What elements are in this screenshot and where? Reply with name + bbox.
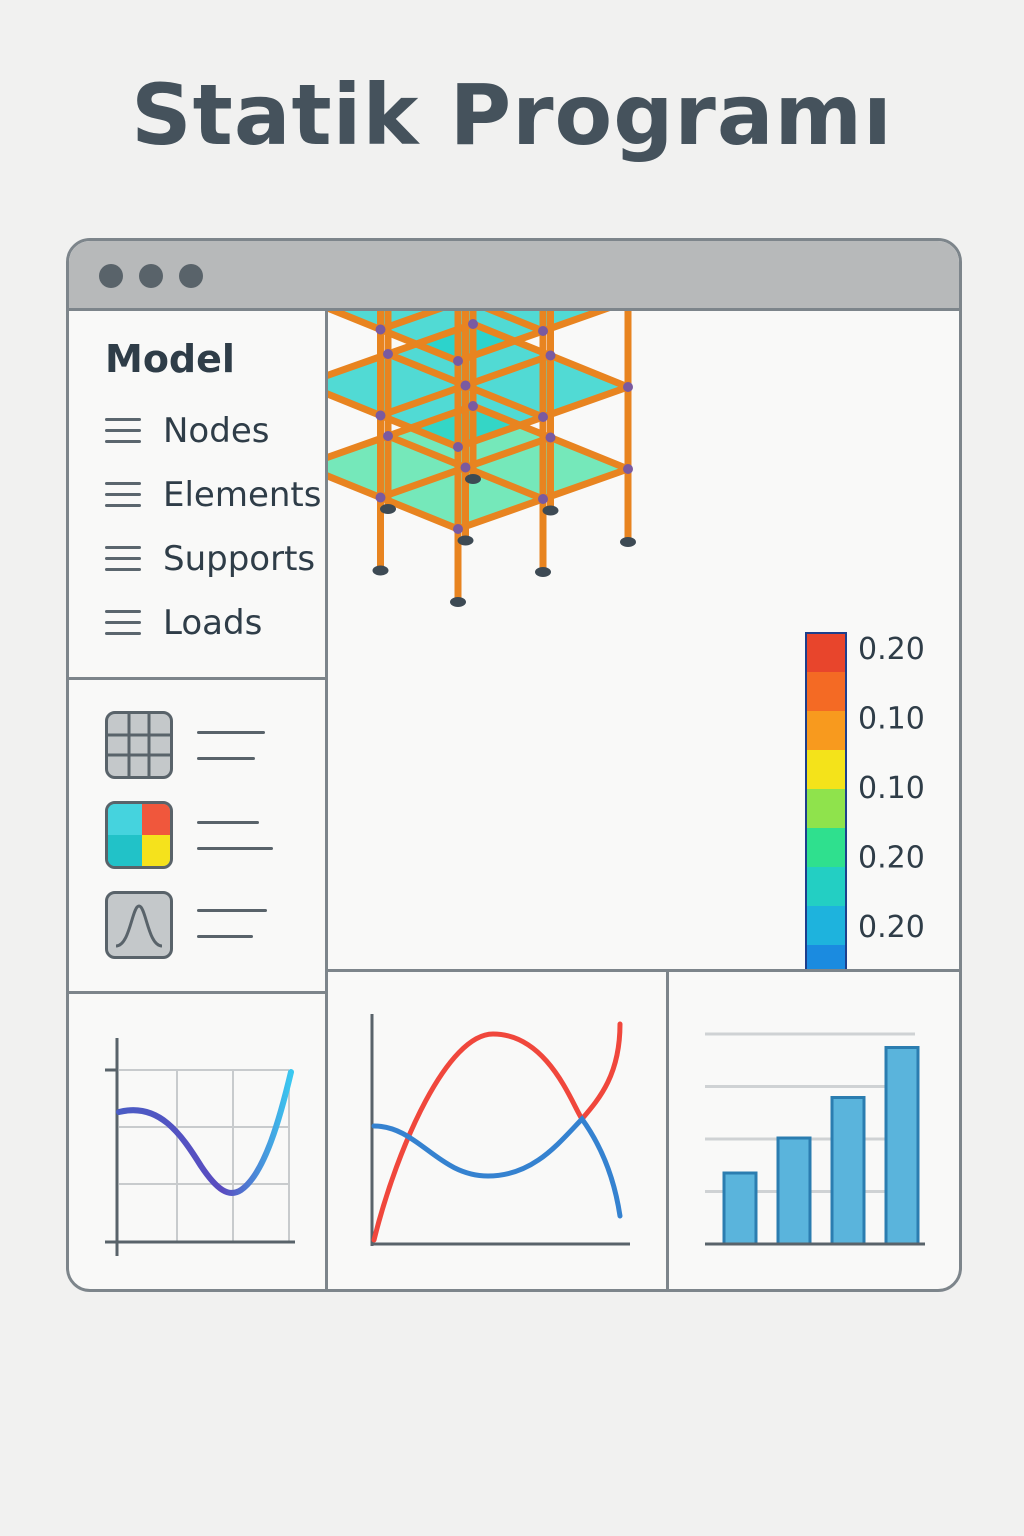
node-point xyxy=(545,432,556,443)
support-base xyxy=(380,504,396,514)
mini-two-line-chart xyxy=(370,1014,630,1246)
node-point xyxy=(375,410,386,421)
bar xyxy=(884,1046,920,1246)
legend-color-band xyxy=(806,945,846,969)
tool-color-map[interactable] xyxy=(105,801,285,873)
legend-color-band xyxy=(806,906,846,946)
support-base xyxy=(535,567,551,577)
sidebar-item-loads[interactable]: Loads xyxy=(105,601,262,645)
node-point xyxy=(538,326,548,336)
node-point xyxy=(383,431,393,441)
distribution-curve-icon xyxy=(105,891,173,959)
legend-label: 0.20 xyxy=(858,910,925,945)
support-base xyxy=(465,474,481,484)
window-maximize-dot[interactable] xyxy=(179,264,203,288)
window-minimize-dot[interactable] xyxy=(139,264,163,288)
node-point xyxy=(453,442,463,452)
grid-icon xyxy=(105,711,173,779)
node-point xyxy=(538,494,548,504)
structure-3d-viewport[interactable]: 0.200.100.100.200.200.20 xyxy=(328,311,959,969)
list-icon xyxy=(105,610,141,636)
legend-label: 0.10 xyxy=(858,771,925,806)
sidebar-item-nodes[interactable]: Nodes xyxy=(105,409,269,453)
legend-frame xyxy=(805,632,847,969)
legend-color-band xyxy=(806,789,846,829)
color-map-icon xyxy=(105,801,173,869)
support-base xyxy=(450,597,466,607)
tool-label-placeholder xyxy=(197,909,267,912)
node-point xyxy=(538,412,548,422)
node-point xyxy=(460,462,471,473)
support-base xyxy=(372,565,389,576)
legend-color-band xyxy=(806,750,846,790)
tool-label-placeholder xyxy=(197,935,253,938)
sidebar-divider xyxy=(325,311,328,1289)
frame-member xyxy=(377,311,444,333)
bar xyxy=(830,1096,866,1246)
node-point xyxy=(460,380,471,391)
support-base xyxy=(457,535,474,546)
node-point xyxy=(453,356,463,366)
node-point xyxy=(623,464,633,474)
mini-curve-chart xyxy=(105,1038,295,1256)
sidebar-item-label: Elements xyxy=(163,475,322,515)
sidebar-item-supports[interactable]: Supports xyxy=(105,537,315,581)
window-close-dot[interactable] xyxy=(99,264,123,288)
app-window: Model Nodes Elements Supports Loads xyxy=(66,238,962,1292)
tools-panel-divider xyxy=(69,991,325,994)
bar xyxy=(722,1171,758,1246)
mini-bar-chart xyxy=(705,1032,925,1246)
support-base xyxy=(542,505,559,516)
sidebar-item-label: Loads xyxy=(163,603,263,643)
legend-label: 0.20 xyxy=(858,841,925,876)
model-panel-divider xyxy=(69,677,325,680)
node-point xyxy=(453,524,463,534)
legend-color-band xyxy=(806,672,846,712)
legend-color-band xyxy=(806,711,846,751)
model-heading: Model xyxy=(105,337,235,381)
node-point xyxy=(375,492,386,503)
sidebar-item-elements[interactable]: Elements xyxy=(105,473,321,517)
bar xyxy=(776,1136,812,1246)
node-point xyxy=(623,382,633,392)
legend-label: 0.20 xyxy=(858,632,925,667)
tool-label-placeholder xyxy=(197,821,259,824)
page-title: Statik Programı xyxy=(131,66,893,164)
sidebar-item-label: Nodes xyxy=(163,411,270,451)
tool-label-placeholder xyxy=(197,847,273,850)
legend-label: 0.10 xyxy=(858,702,925,737)
list-icon xyxy=(105,418,141,444)
legend-color-band xyxy=(806,828,846,868)
list-icon xyxy=(105,482,141,508)
node-point xyxy=(545,350,556,361)
tool-grid-view[interactable] xyxy=(105,711,285,783)
tool-label-placeholder xyxy=(197,757,255,760)
chart-divider-left xyxy=(666,972,669,1289)
legend-color-band xyxy=(806,867,846,907)
viewport-divider xyxy=(328,969,959,972)
list-icon xyxy=(105,546,141,572)
frame-member xyxy=(484,311,547,335)
legend-color-band xyxy=(806,633,846,673)
tool-distribution-curve[interactable] xyxy=(105,891,285,963)
result-color-legend: 0.200.100.100.200.200.20 xyxy=(805,632,925,969)
sidebar-item-label: Supports xyxy=(163,539,316,579)
node-point xyxy=(468,319,478,329)
node-point xyxy=(375,324,386,335)
tool-label-placeholder xyxy=(197,731,265,734)
window-titlebar xyxy=(69,241,959,311)
support-base xyxy=(620,537,636,547)
node-point xyxy=(383,349,393,359)
node-point xyxy=(468,401,478,411)
